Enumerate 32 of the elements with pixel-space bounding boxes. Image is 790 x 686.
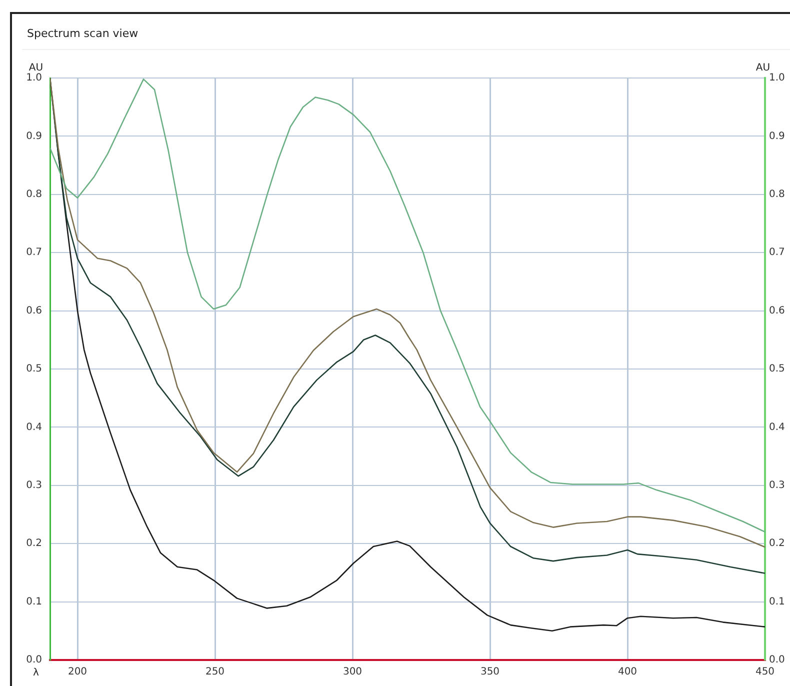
- y-tick-label: 0.1: [26, 596, 42, 608]
- y2-tick-label: 0.6: [769, 305, 785, 316]
- y2-tick-label: 0.0: [769, 654, 785, 666]
- y2-axis-title: AU: [756, 62, 770, 74]
- chart-title: Spectrum scan view: [27, 27, 138, 40]
- y-tick-label: 0.3: [26, 480, 42, 491]
- y2-tick-label: 0.8: [769, 188, 785, 200]
- x-tick-label: 450: [755, 666, 775, 678]
- y2-tick-label: 0.2: [769, 538, 785, 550]
- y-tick-label: 0.5: [26, 364, 42, 375]
- y-tick-label: 0.7: [26, 247, 42, 258]
- y-tick-label: 0.8: [26, 188, 42, 200]
- y2-tick-label: 1.0: [769, 72, 785, 84]
- y-axis-title: AU: [28, 62, 44, 74]
- y2-tick-label: 0.5: [769, 364, 785, 375]
- y-tick-label: 0.0: [26, 654, 42, 666]
- y-tick-label: 0.2: [26, 538, 42, 550]
- y2-tick-label: 0.9: [769, 130, 785, 142]
- y2-tick-label: 0.3: [769, 480, 785, 491]
- y2-tick-label: 0.7: [769, 247, 785, 258]
- y-tick-label: 0.9: [26, 130, 42, 142]
- y2-tick-label: 0.1: [769, 596, 785, 608]
- x-tick-label: 300: [342, 666, 362, 678]
- y2-tick-label: 0.4: [769, 422, 785, 433]
- x-tick-label: 350: [480, 666, 500, 678]
- x-tick-label: 200: [68, 666, 88, 678]
- y-tick-label: 0.4: [26, 422, 42, 433]
- y-tick-label: 0.6: [26, 305, 42, 316]
- x-axis-title: λ: [33, 668, 40, 679]
- x-tick-label: 250: [205, 666, 225, 678]
- x-tick-label: 400: [618, 666, 638, 678]
- y-tick-label: 1.0: [26, 72, 42, 84]
